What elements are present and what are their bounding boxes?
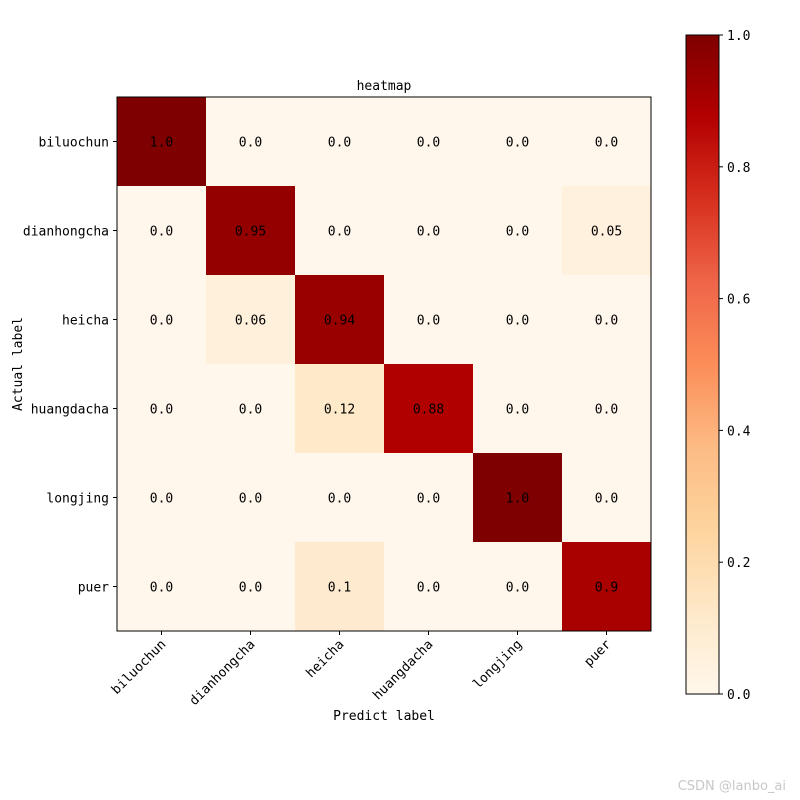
- cell-value-label: 0.0: [595, 136, 618, 151]
- cell-value-label: 0.0: [239, 136, 262, 151]
- y-tick-label: longjing: [46, 492, 109, 507]
- plot-frame: [116, 96, 652, 632]
- heatmap-cell: [473, 364, 563, 454]
- heatmap-cell: [206, 186, 296, 276]
- cell-value-label: 0.0: [150, 492, 173, 507]
- cell-value-label: 0.0: [417, 225, 440, 240]
- cell-value-label: 0.0: [506, 136, 529, 151]
- heatmap-cell: [117, 186, 207, 276]
- cell-value-label: 0.0: [417, 492, 440, 507]
- cell-value-label: 0.88: [413, 403, 444, 418]
- x-tick-label: dianhongcha: [187, 637, 258, 708]
- x-tick-label: heicha: [304, 637, 348, 681]
- heatmap-cell: [562, 97, 652, 187]
- heatmap-cell: [562, 364, 652, 454]
- colorbar: [685, 34, 720, 695]
- cell-value-label: 0.1: [328, 581, 351, 596]
- heatmap-cell: [206, 453, 296, 543]
- cell-value-label: 1.0: [150, 136, 173, 151]
- cell-value-label: 0.0: [150, 581, 173, 596]
- cell-value-label: 0.0: [150, 225, 173, 240]
- cell-value-label: 0.0: [595, 314, 618, 329]
- heatmap-cell: [295, 453, 385, 543]
- y-tick-label: puer: [78, 581, 109, 596]
- cell-value-label: 0.0: [506, 314, 529, 329]
- heatmap-cell: [295, 97, 385, 187]
- colorbar-tick-label: 0.0: [727, 688, 750, 703]
- heatmap-cell: [295, 364, 385, 454]
- cell-value-label: 0.0: [506, 225, 529, 240]
- y-tick-label: heicha: [62, 314, 109, 329]
- cell-value-label: 0.0: [506, 581, 529, 596]
- colorbar-tick-label: 0.6: [727, 293, 750, 308]
- y-axis-label: Actual label: [11, 317, 26, 411]
- heatmap-cell: [384, 186, 474, 276]
- heatmap-cell: [562, 275, 652, 365]
- cell-value-label: 0.0: [506, 403, 529, 418]
- heatmap-cell: [295, 275, 385, 365]
- heatmap-cell: [473, 542, 563, 632]
- cell-value-label: 0.12: [324, 403, 355, 418]
- x-axis-label: Predict label: [333, 709, 435, 724]
- cell-value-label: 1.0: [506, 492, 529, 507]
- heatmap-cell: [206, 542, 296, 632]
- heatmap-cell: [206, 364, 296, 454]
- heatmap-cell: [562, 186, 652, 276]
- x-tick-label: biluochun: [109, 637, 169, 697]
- colorbar-tick-label: 0.8: [727, 161, 750, 176]
- x-tick-label: puer: [582, 637, 615, 670]
- y-tick-label: huangdacha: [31, 403, 109, 418]
- heatmap-cell: [206, 275, 296, 365]
- heatmap-cell: [295, 542, 385, 632]
- cell-value-label: 0.95: [235, 225, 266, 240]
- heatmap-cell: [117, 97, 207, 187]
- cell-value-label: 0.06: [235, 314, 266, 329]
- heatmap-cell: [384, 453, 474, 543]
- heatmap-cell: [562, 542, 652, 632]
- colorbar-tick-label: 0.4: [727, 424, 751, 439]
- heatmap-cell: [117, 453, 207, 543]
- cell-value-label: 0.0: [417, 314, 440, 329]
- cell-value-label: 0.0: [328, 492, 351, 507]
- cell-value-label: 0.0: [150, 314, 173, 329]
- cell-value-label: 0.0: [328, 225, 351, 240]
- chart-title: heatmap: [357, 79, 412, 94]
- heatmap-cell: [473, 275, 563, 365]
- heatmap-cell: [295, 186, 385, 276]
- colorbar-tick-label: 1.0: [727, 29, 750, 44]
- heatmap-cell: [384, 97, 474, 187]
- heatmap-cell: [117, 364, 207, 454]
- heatmap-cell: [473, 453, 563, 543]
- cell-value-label: 0.94: [324, 314, 355, 329]
- cell-value-label: 0.0: [417, 136, 440, 151]
- x-tick-label: huangdacha: [370, 637, 436, 703]
- heatmap-cell: [384, 542, 474, 632]
- heatmap-cell: [384, 275, 474, 365]
- cell-value-label: 0.0: [239, 581, 262, 596]
- heatmap-cell: [117, 542, 207, 632]
- x-tick-label: longjing: [470, 637, 525, 692]
- cell-value-label: 0.0: [417, 581, 440, 596]
- cell-value-label: 0.0: [150, 403, 173, 418]
- cell-value-label: 0.9: [595, 581, 618, 596]
- heatmap-cell: [206, 97, 296, 187]
- heatmap-cell: [473, 186, 563, 276]
- y-tick-label: dianhongcha: [23, 225, 109, 240]
- heatmap-cell: [117, 275, 207, 365]
- cell-value-label: 0.0: [239, 403, 262, 418]
- cell-value-label: 0.0: [239, 492, 262, 507]
- cell-value-label: 0.0: [328, 136, 351, 151]
- colorbar-tick-label: 0.2: [727, 556, 750, 571]
- y-tick-label: biluochun: [39, 136, 109, 151]
- watermark: CSDN @lanbo_ai: [678, 779, 786, 794]
- heatmap-cell: [473, 97, 563, 187]
- cell-value-label: 0.05: [591, 225, 622, 240]
- cell-value-label: 0.0: [595, 492, 618, 507]
- cell-value-label: 0.0: [595, 403, 618, 418]
- heatmap-cell: [384, 364, 474, 454]
- heatmap-cell: [562, 453, 652, 543]
